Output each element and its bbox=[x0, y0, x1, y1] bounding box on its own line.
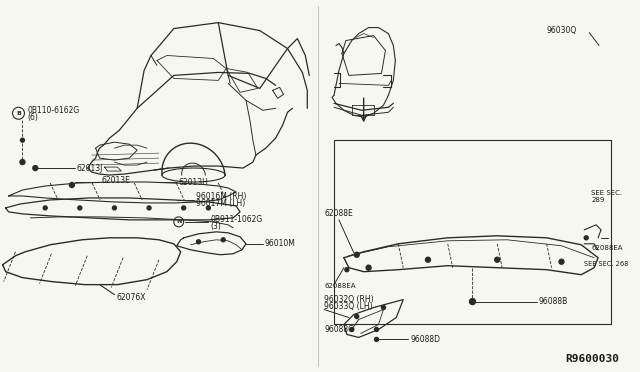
Circle shape bbox=[221, 238, 225, 242]
Text: SEE SEC. 268: SEE SEC. 268 bbox=[584, 261, 628, 267]
Text: 62013H: 62013H bbox=[179, 177, 209, 186]
Text: (6): (6) bbox=[28, 113, 38, 122]
Circle shape bbox=[495, 257, 500, 262]
Text: 0B110-6162G: 0B110-6162G bbox=[28, 106, 79, 115]
Text: 62076X: 62076X bbox=[116, 293, 146, 302]
Circle shape bbox=[374, 327, 378, 331]
Text: 96088G: 96088G bbox=[324, 325, 354, 334]
Circle shape bbox=[196, 240, 200, 244]
Text: 62088EA: 62088EA bbox=[591, 245, 623, 251]
Circle shape bbox=[355, 314, 359, 318]
Circle shape bbox=[113, 206, 116, 210]
Circle shape bbox=[350, 327, 354, 331]
Circle shape bbox=[20, 160, 25, 164]
Text: 289: 289 bbox=[591, 197, 605, 203]
Circle shape bbox=[182, 206, 186, 210]
Text: N: N bbox=[176, 219, 181, 224]
Text: SEE SEC.: SEE SEC. bbox=[591, 190, 622, 196]
Text: 96016M (RH): 96016M (RH) bbox=[196, 192, 246, 202]
Text: (3): (3) bbox=[211, 222, 221, 231]
Text: 62013E: 62013E bbox=[102, 176, 131, 185]
Circle shape bbox=[147, 206, 151, 210]
Text: 96032Q (RH): 96032Q (RH) bbox=[324, 295, 374, 304]
Text: 62088EA: 62088EA bbox=[324, 283, 356, 289]
Text: 96033Q (LH): 96033Q (LH) bbox=[324, 302, 372, 311]
Text: 96088B: 96088B bbox=[539, 297, 568, 306]
Text: 96030Q: 96030Q bbox=[547, 26, 577, 35]
Circle shape bbox=[470, 299, 476, 305]
Text: 0B911-1062G: 0B911-1062G bbox=[211, 215, 262, 224]
Circle shape bbox=[584, 236, 588, 240]
Circle shape bbox=[366, 265, 371, 270]
Text: 96010M: 96010M bbox=[265, 239, 296, 248]
Circle shape bbox=[33, 166, 38, 170]
Circle shape bbox=[355, 252, 359, 257]
Text: R9600030: R9600030 bbox=[565, 355, 619, 364]
Text: 96088D: 96088D bbox=[410, 335, 440, 344]
Circle shape bbox=[374, 337, 378, 341]
Text: 62088E: 62088E bbox=[324, 209, 353, 218]
Circle shape bbox=[20, 138, 24, 142]
Circle shape bbox=[345, 268, 349, 272]
Circle shape bbox=[207, 206, 211, 210]
Circle shape bbox=[381, 305, 385, 310]
Circle shape bbox=[69, 183, 74, 187]
Text: B: B bbox=[16, 111, 21, 116]
Text: 96017M (LH): 96017M (LH) bbox=[196, 199, 244, 208]
Circle shape bbox=[559, 259, 564, 264]
Circle shape bbox=[44, 206, 47, 210]
Circle shape bbox=[78, 206, 82, 210]
Circle shape bbox=[426, 257, 431, 262]
Text: 62013J: 62013J bbox=[77, 164, 103, 173]
